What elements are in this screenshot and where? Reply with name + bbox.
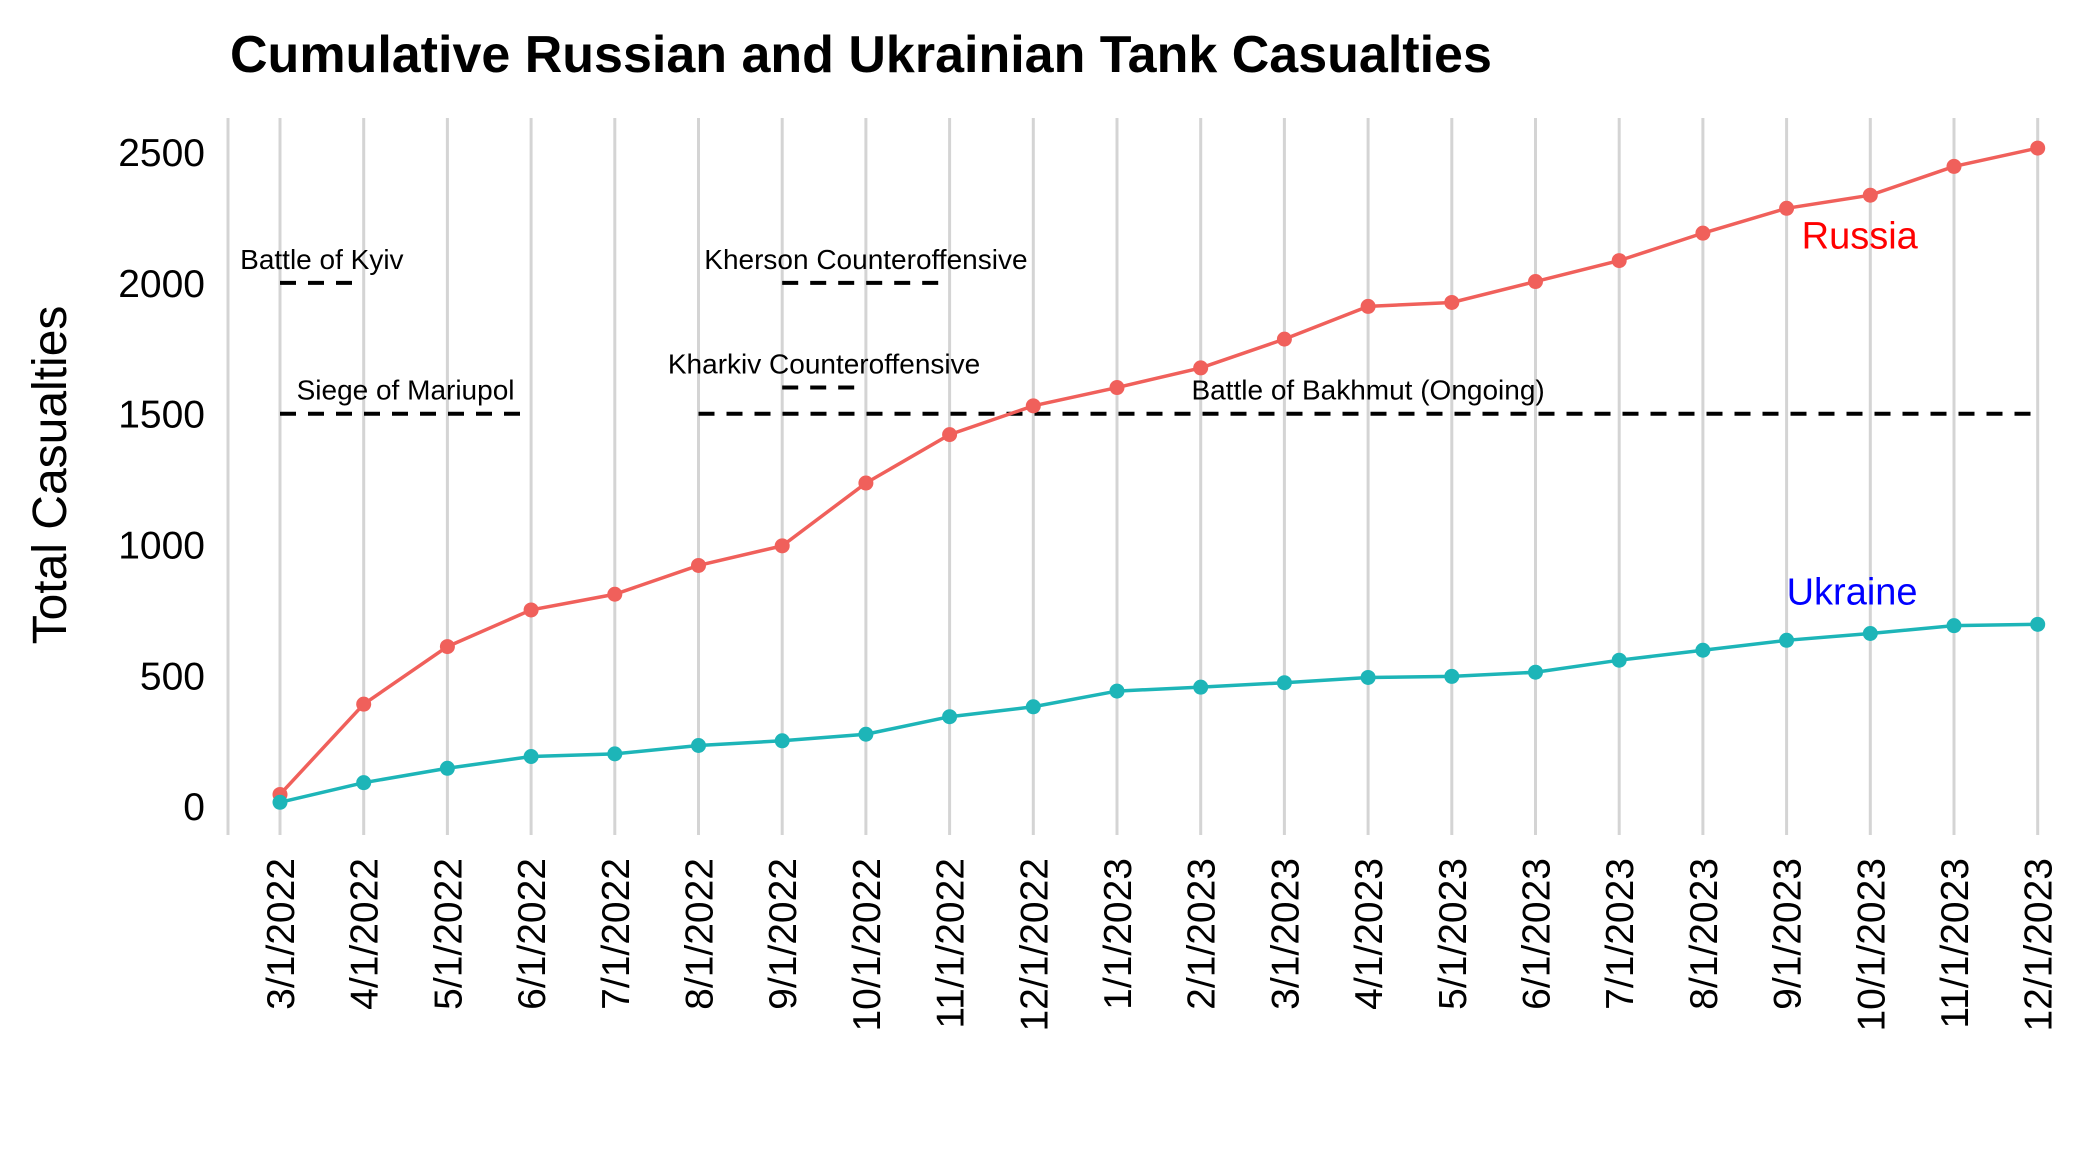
data-point-russia bbox=[607, 586, 623, 602]
data-point-ukraine bbox=[272, 794, 288, 810]
x-tick-label: 11/1/2022 bbox=[930, 858, 973, 1029]
data-point-ukraine bbox=[1193, 679, 1209, 695]
y-tick-label: 2000 bbox=[118, 263, 205, 306]
x-tick-label: 5/1/2023 bbox=[1432, 858, 1475, 1010]
data-point-ukraine bbox=[1528, 664, 1543, 680]
data-point-ukraine bbox=[1862, 626, 1878, 642]
data-point-ukraine bbox=[1360, 669, 1376, 685]
x-tick-label: 8/1/2022 bbox=[679, 858, 722, 1010]
x-tick-label: 6/1/2022 bbox=[511, 858, 554, 1010]
x-tick-label: 12/1/2023 bbox=[2018, 858, 2061, 1032]
y-axis-label: Total Casualties bbox=[24, 306, 77, 645]
x-tick-label: 12/1/2022 bbox=[1013, 858, 1056, 1032]
x-tick-label: 11/1/2023 bbox=[1934, 858, 1977, 1029]
x-tick-label: 7/1/2022 bbox=[595, 858, 638, 1010]
data-point-russia bbox=[439, 639, 455, 655]
event-label: Battle of Kyiv bbox=[240, 244, 403, 275]
data-point-russia bbox=[1611, 253, 1627, 269]
x-tick-label: 5/1/2022 bbox=[427, 858, 470, 1010]
series-line-russia bbox=[278, 146, 2039, 796]
data-point-russia bbox=[858, 475, 874, 491]
x-tick-label: 4/1/2023 bbox=[1348, 858, 1391, 1010]
data-point-russia bbox=[774, 538, 790, 554]
x-tick-label: 10/1/2022 bbox=[846, 858, 889, 1032]
y-tick-label: 1500 bbox=[118, 394, 205, 437]
data-point-ukraine bbox=[858, 726, 874, 742]
data-point-ukraine bbox=[356, 775, 372, 791]
data-point-russia bbox=[1946, 158, 1962, 174]
data-point-russia bbox=[1025, 398, 1041, 414]
data-point-ukraine bbox=[523, 748, 539, 764]
event-label: Kharkiv Counteroffensive bbox=[668, 349, 980, 380]
annotations: Battle of Kyiv Siege of Mariupol Kherson C… bbox=[240, 244, 2038, 416]
data-point-russia bbox=[1360, 298, 1376, 314]
data-point-russia bbox=[691, 557, 706, 573]
x-tick-label: 9/1/2023 bbox=[1767, 858, 1810, 1010]
event-label: Kherson Counteroffensive bbox=[704, 244, 1027, 275]
axes: 0 500 1000 1500 2000 2500 3/1/2022 4/1/2022 5/1/… bbox=[118, 118, 2061, 1032]
x-tick-label: 3/1/2023 bbox=[1264, 858, 1307, 1010]
x-tick-label: 8/1/2023 bbox=[1683, 858, 1726, 1010]
data-point-russia bbox=[1109, 380, 1125, 396]
x-tick-label: 4/1/2022 bbox=[344, 858, 387, 1010]
data-point-ukraine bbox=[1025, 699, 1041, 715]
y-tick-label: 500 bbox=[140, 655, 205, 698]
data-point-ukraine bbox=[1611, 652, 1627, 668]
data-point-russia bbox=[1862, 187, 1878, 203]
data-point-ukraine bbox=[1779, 632, 1795, 648]
series bbox=[272, 140, 2046, 810]
data-point-ukraine bbox=[942, 709, 958, 725]
y-tick-label: 2500 bbox=[118, 132, 205, 175]
x-tick-label: 2/1/2023 bbox=[1181, 858, 1224, 1010]
data-point-ukraine bbox=[1695, 642, 1711, 658]
y-tick-label: 0 bbox=[183, 786, 205, 829]
event-label: Battle of Bakhmut (Ongoing) bbox=[1191, 375, 1544, 406]
data-point-ukraine bbox=[691, 738, 706, 754]
x-tick-label: 3/1/2022 bbox=[260, 858, 303, 1010]
data-point-russia bbox=[942, 427, 958, 443]
data-point-russia bbox=[523, 602, 539, 618]
data-point-russia bbox=[1779, 200, 1795, 216]
data-point-ukraine bbox=[607, 746, 623, 762]
series-label-ukraine: Ukraine bbox=[1787, 571, 1918, 613]
data-point-ukraine bbox=[1109, 683, 1125, 699]
data-point-russia bbox=[1695, 225, 1711, 241]
event-label: Siege of Mariupol bbox=[297, 375, 515, 406]
data-point-ukraine bbox=[2030, 616, 2046, 632]
series-line-ukraine bbox=[279, 622, 2038, 804]
data-point-ukraine bbox=[1946, 618, 1962, 634]
series-label-russia: Russia bbox=[1802, 215, 1919, 257]
data-point-russia bbox=[1528, 274, 1543, 290]
data-point-ukraine bbox=[774, 733, 790, 749]
data-point-ukraine bbox=[439, 760, 455, 776]
chart-title: Cumulative Russian and Ukrainian Tank Ca… bbox=[230, 26, 1492, 84]
x-tick-label: 10/1/2023 bbox=[1850, 858, 1893, 1032]
x-tick-label: 7/1/2023 bbox=[1599, 858, 1642, 1010]
data-point-ukraine bbox=[1444, 668, 1460, 684]
data-point-russia bbox=[1444, 294, 1460, 310]
data-point-russia bbox=[1193, 360, 1209, 376]
data-point-russia bbox=[1276, 331, 1292, 347]
x-tick-label: 9/1/2022 bbox=[762, 858, 805, 1010]
series-labels: Russia Ukraine bbox=[1787, 215, 1919, 613]
y-tick-label: 1000 bbox=[118, 525, 205, 568]
grid bbox=[278, 118, 2040, 835]
data-point-russia bbox=[2030, 140, 2046, 156]
data-point-russia bbox=[356, 696, 372, 712]
x-tick-label: 1/1/2023 bbox=[1097, 858, 1140, 1010]
x-tick-label: 6/1/2023 bbox=[1516, 858, 1559, 1010]
data-point-ukraine bbox=[1276, 675, 1292, 691]
